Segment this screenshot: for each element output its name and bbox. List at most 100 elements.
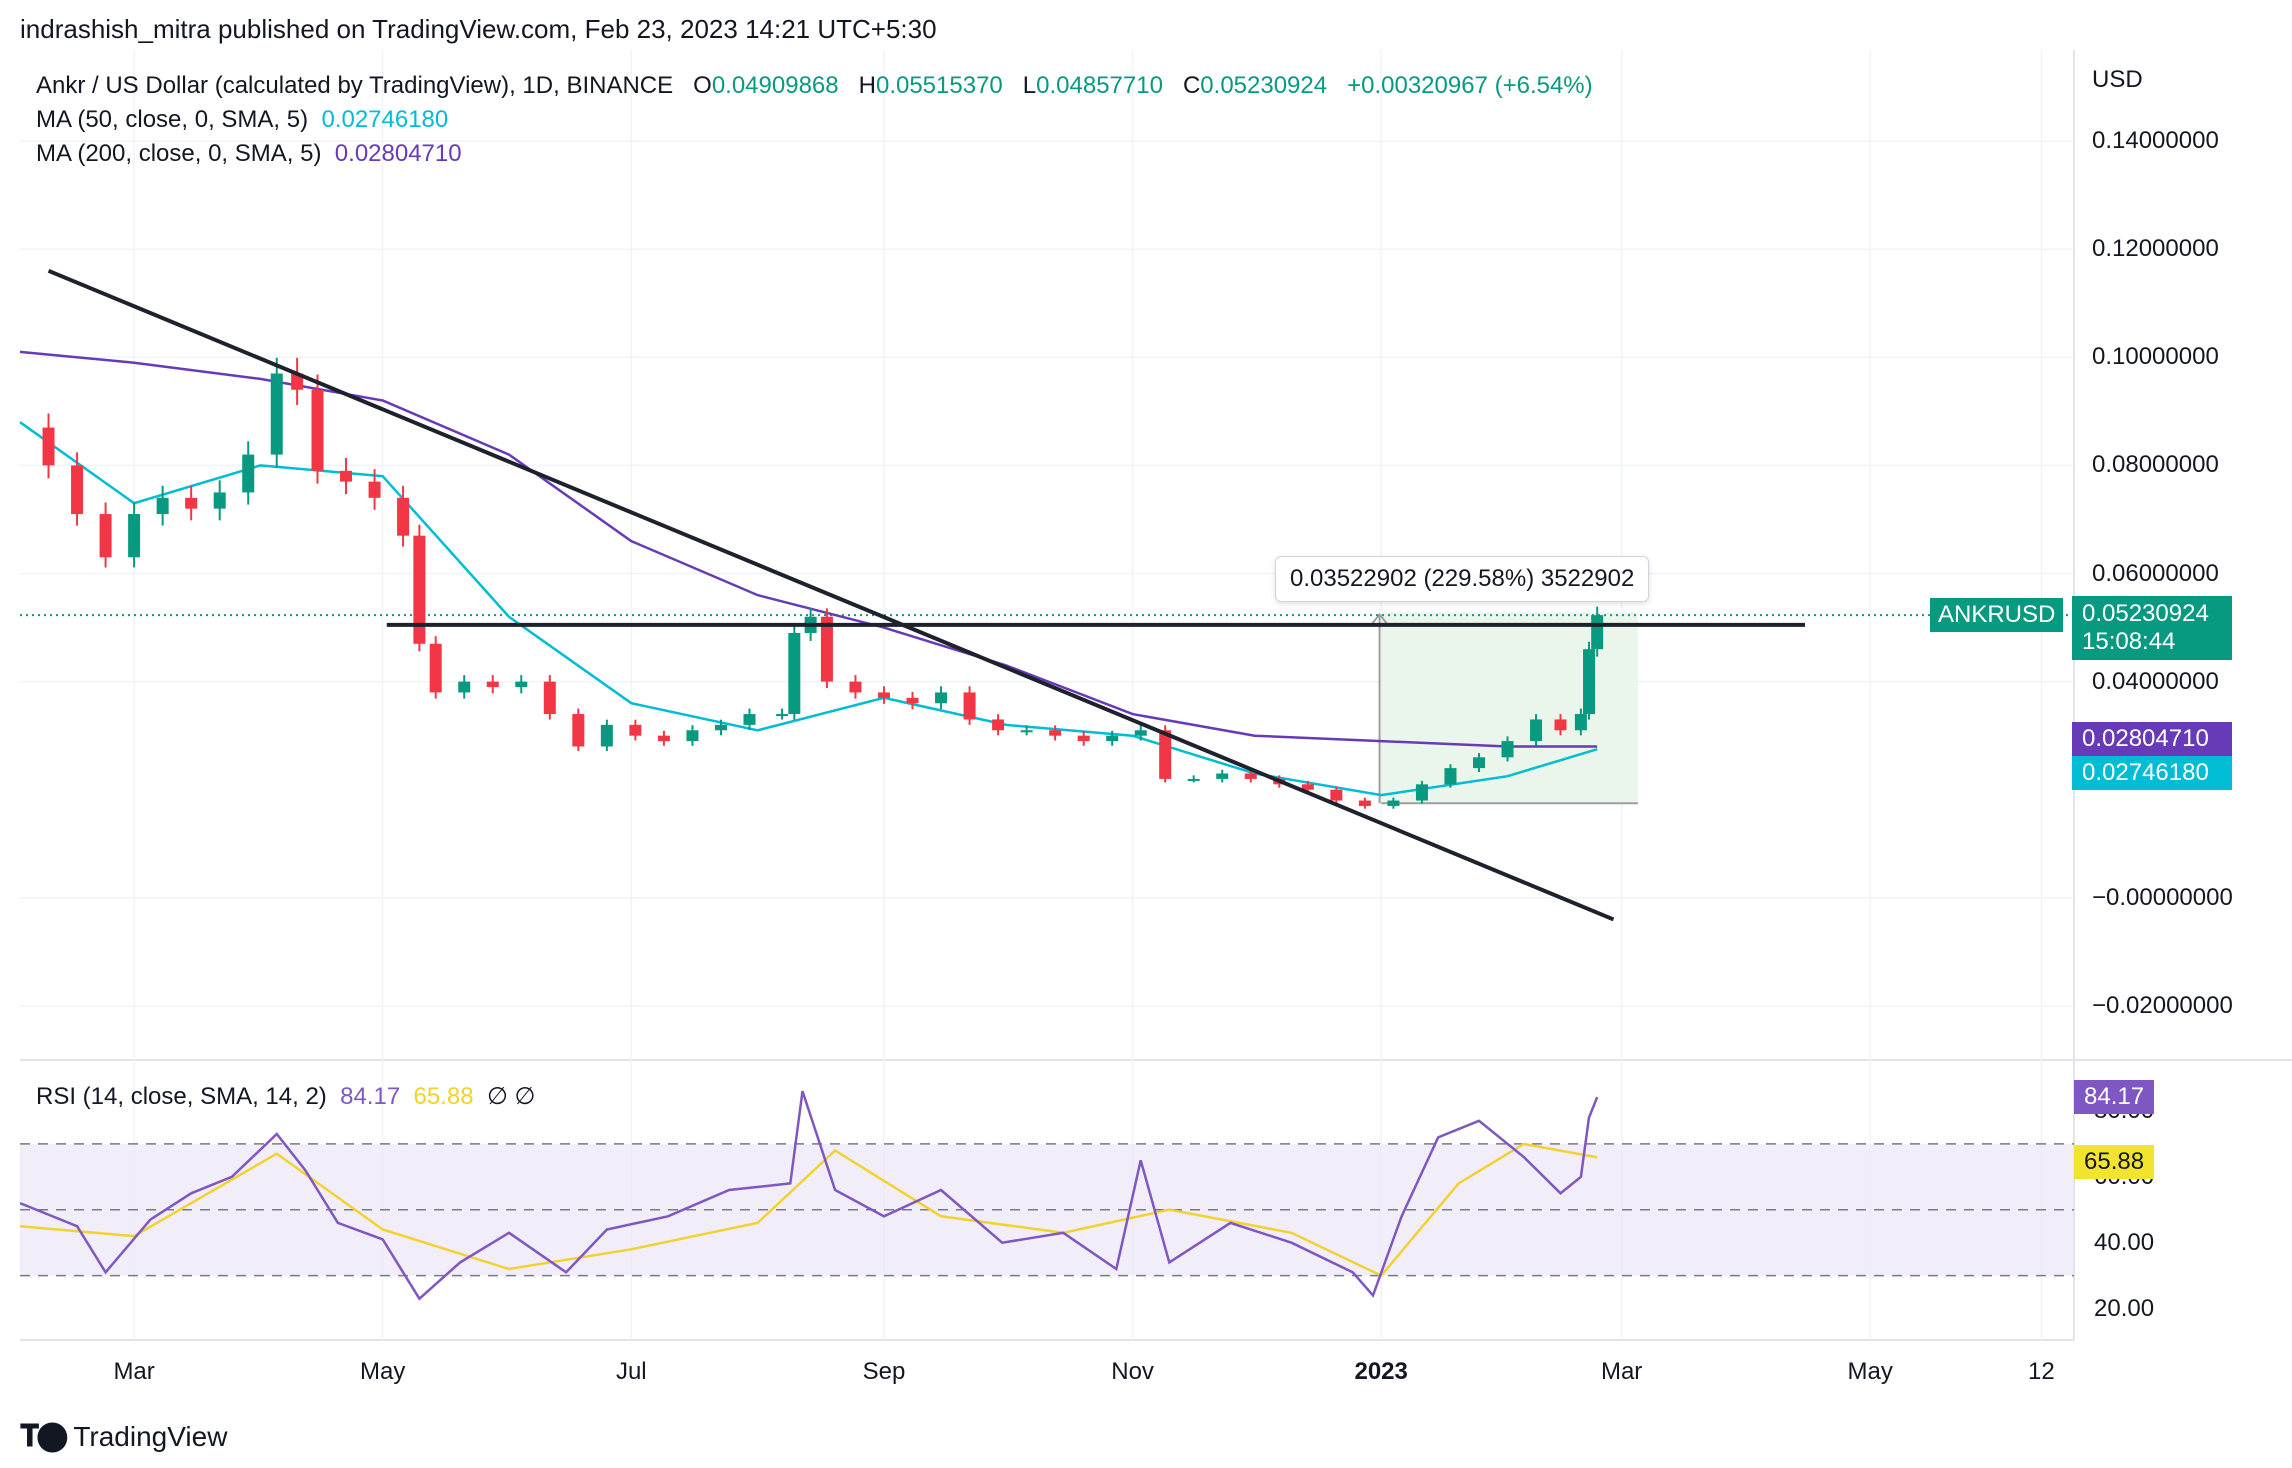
- candle-body: [270, 373, 283, 455]
- candle-body: [515, 681, 528, 688]
- time-tick-label: Mar: [1600, 1358, 1643, 1385]
- candle-body: [71, 465, 84, 515]
- candle-body: [629, 724, 642, 736]
- ma200-value: 0.02804710: [334, 140, 462, 167]
- measure-tooltip: 0.03522902 (229.58%) 3522902: [1275, 556, 1650, 602]
- candle-body: [1583, 649, 1596, 715]
- candle-body: [429, 643, 442, 693]
- candle-body: [1216, 773, 1229, 779]
- countdown-value: 15:08:44: [2082, 628, 2176, 655]
- price-tick-label: −0.02000000: [2092, 991, 2233, 1019]
- candle-body: [1387, 800, 1400, 806]
- ma50-line: [19, 421, 1598, 797]
- high-label: H: [858, 72, 876, 99]
- rsi-ma-badge: 65.88: [2074, 1145, 2155, 1179]
- candle-body: [128, 514, 141, 558]
- candle-body: [1501, 741, 1514, 758]
- candle-body: [1472, 757, 1485, 769]
- rsi-tick-label: 20.00: [2094, 1294, 2155, 1322]
- candle-body: [657, 735, 670, 742]
- price-tick-label: 0.14000000: [2092, 127, 2219, 155]
- candle-body: [1244, 773, 1257, 779]
- time-tick-label: Sep: [862, 1358, 906, 1385]
- ma50-legend: MA (50, close, 0, SMA, 5) 0.02746180: [36, 106, 448, 134]
- open-value: 0.04909868: [711, 72, 839, 99]
- candle-body: [776, 714, 789, 717]
- time-tick-label: Mar: [113, 1358, 155, 1385]
- candle-body: [368, 481, 381, 498]
- symbol-badge: ANKRUSD: [1930, 598, 2064, 632]
- candle-body: [820, 616, 833, 682]
- tradingview-logo-icon: 𝐓⬤: [20, 1420, 67, 1453]
- rsi-badge: 84.17: [2074, 1080, 2155, 1114]
- candle-body: [906, 697, 919, 704]
- price-tick-label: 0.04000000: [2092, 667, 2219, 695]
- rsi-ma-line: [19, 1142, 1598, 1278]
- candle-body: [743, 714, 756, 725]
- candle-body: [572, 714, 585, 747]
- candle-body: [1554, 719, 1567, 731]
- time-tick-label: Jul: [615, 1358, 647, 1385]
- rsi-ma-legend-value: 65.88: [413, 1083, 474, 1110]
- candle-body: [42, 427, 55, 466]
- publisher-header: indrashish_mitra published on TradingVie…: [20, 14, 937, 44]
- candle-body: [311, 389, 324, 471]
- candle-body: [1134, 730, 1147, 736]
- candle-body: [935, 692, 948, 704]
- candle-body: [992, 719, 1005, 731]
- candle-body: [1159, 730, 1172, 779]
- candle-body: [1415, 784, 1428, 801]
- candle-body: [714, 724, 727, 731]
- candle-body: [213, 492, 226, 509]
- ma200-line: [19, 350, 1598, 748]
- candle-body: [413, 535, 426, 644]
- price-tick-label: 0.12000000: [2092, 235, 2219, 263]
- last-price-value: 0.05230924: [2082, 600, 2209, 627]
- candle-body: [185, 497, 198, 509]
- candle-body: [1049, 730, 1062, 736]
- candle-body: [1020, 730, 1033, 733]
- close-value: 0.05230924: [1200, 72, 1328, 99]
- ma50-value: 0.02746180: [321, 106, 449, 133]
- time-tick-label: May: [360, 1358, 406, 1385]
- change-value: +0.00320967 (+6.54%): [1347, 72, 1593, 99]
- candle-body: [849, 681, 862, 693]
- candle-body: [1444, 768, 1457, 785]
- price-tick-label: −0.00000000: [2092, 883, 2233, 911]
- tradingview-brand[interactable]: 𝐓⬤ TradingView: [20, 1420, 227, 1454]
- ma50-badge: 0.02746180: [2072, 756, 2232, 790]
- high-value: 0.05515370: [875, 72, 1003, 99]
- time-tick-label: 12: [2028, 1358, 2055, 1385]
- ma200-legend: MA (200, close, 0, SMA, 5) 0.02804710: [36, 140, 462, 168]
- candle-body: [1106, 735, 1119, 742]
- low-value: 0.04857710: [1036, 72, 1163, 99]
- low-label: L: [1022, 72, 1037, 99]
- candle-body: [1574, 714, 1587, 731]
- candle-body: [458, 681, 471, 693]
- rsi-label: RSI (14, close, SMA, 14, 2): [36, 1083, 327, 1110]
- candle-body: [242, 454, 255, 493]
- symbol-legend: Ankr / US Dollar (calculated by TradingV…: [36, 72, 1593, 100]
- candle-body: [543, 681, 556, 715]
- candle-body: [788, 632, 801, 715]
- candle-body: [600, 724, 613, 747]
- time-tick-label: May: [1847, 1358, 1893, 1385]
- candle-body: [99, 514, 112, 558]
- ma200-badge: 0.02804710: [2072, 722, 2232, 756]
- candle-body: [291, 373, 304, 390]
- price-tick-label: 0.06000000: [2092, 559, 2219, 587]
- last-price-badge: 0.05230924 15:08:44: [2072, 596, 2232, 660]
- ma200-label: MA (200, close, 0, SMA, 5): [36, 140, 322, 167]
- candle-body: [1301, 784, 1314, 790]
- candle-body: [686, 730, 699, 742]
- price-tick-label: 0.10000000: [2092, 343, 2219, 371]
- open-label: O: [693, 72, 712, 99]
- rsi-legend: RSI (14, close, SMA, 14, 2) 84.17 65.88 …: [36, 1082, 535, 1111]
- candle-body: [1530, 719, 1543, 742]
- close-label: C: [1182, 72, 1201, 99]
- candle-body: [1077, 735, 1090, 742]
- trendline: [47, 268, 1615, 922]
- candle-body: [1591, 615, 1604, 650]
- candle-body: [340, 470, 353, 482]
